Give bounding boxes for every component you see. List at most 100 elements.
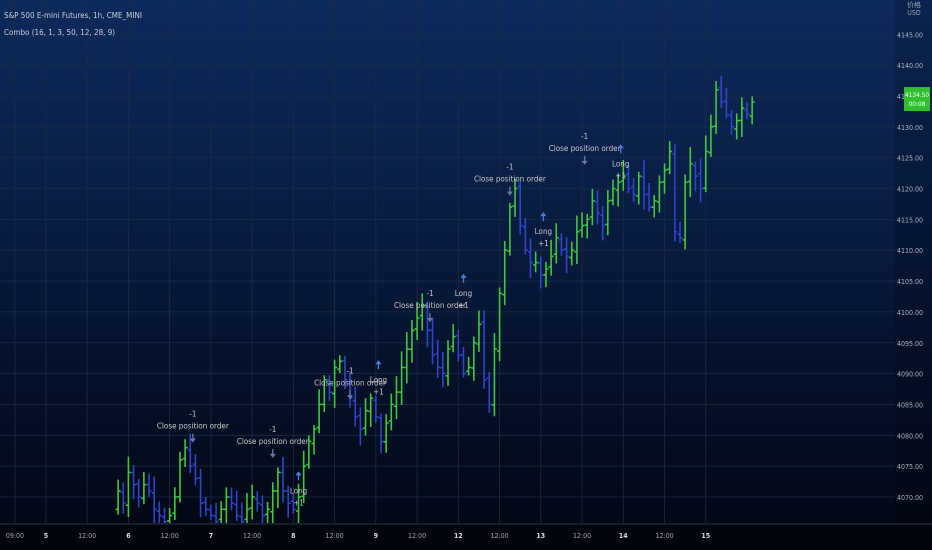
ohlc-bar (167, 507, 173, 523)
price-tick-label: 4145.00 (897, 31, 923, 39)
signal-qty: -1 (189, 409, 196, 418)
ohlc-bar (723, 87, 729, 119)
ohlc-bar (290, 493, 296, 514)
long-entry-signal[interactable]: Long +1 (535, 212, 552, 248)
ohlc-bars (115, 75, 755, 523)
ohlc-bar (455, 329, 461, 362)
ohlc-bar (254, 491, 260, 512)
signal-label: Close position order (394, 301, 466, 310)
signal-arrowhead-icon (617, 144, 624, 149)
time-tick-label: 09:00 (6, 532, 24, 540)
close-position-signal[interactable]: Close position order -1 (394, 289, 466, 323)
ohlc-bar (342, 355, 348, 389)
time-tick-label: 12 (454, 532, 463, 540)
signal-label: Close position order (314, 378, 386, 387)
price-tick-label: 4070.00 (897, 494, 923, 502)
ohlc-bar (656, 175, 662, 213)
indicator-title[interactable]: Combo (16, 1, 3, 50, 12, 28, 9) (4, 28, 115, 37)
ohlc-bar (306, 435, 312, 469)
ohlc-bar (718, 75, 724, 108)
price-tick-label: 4110.00 (897, 247, 923, 255)
ohlc-bar (136, 479, 142, 508)
ohlc-bar (692, 161, 698, 192)
ohlc-bar (357, 407, 363, 446)
ohlc-bar (285, 485, 291, 518)
ohlc-bar (393, 376, 399, 420)
ohlc-bar (280, 456, 286, 503)
ohlc-bar (574, 215, 580, 264)
long-entry-signal[interactable]: Long +1 (455, 273, 472, 310)
long-entry-signal[interactable]: Long +1 (612, 144, 629, 180)
signal-arrowhead-icon (460, 273, 467, 278)
ohlc-bar (662, 163, 668, 194)
close-position-signal[interactable]: Close position order -1 (549, 132, 621, 165)
ohlc-bar (234, 490, 240, 522)
ohlc-bar (177, 451, 183, 503)
ohlc-bar (120, 482, 126, 514)
ohlc-bar (625, 164, 631, 194)
time-tick-label: 12:00 (78, 532, 96, 540)
ohlc-bar (615, 173, 621, 207)
ohlc-bar (713, 81, 719, 134)
close-position-signal[interactable]: Close position order -1 (237, 425, 309, 458)
ohlc-bar (388, 393, 394, 431)
time-tick-label: 9 (374, 532, 378, 540)
ohlc-bar (579, 212, 585, 238)
ohlc-bar (316, 389, 322, 434)
signal-arrowhead-icon (375, 360, 382, 365)
ohlc-bar (517, 181, 523, 235)
ohlc-bar (424, 301, 430, 348)
close-position-signal[interactable]: Close position order -1 (314, 366, 386, 400)
time-axis[interactable]: 09:00 5 12:00 6 12:00 7 12:00 8 12:00 9 12:00 12 12:… (6, 532, 710, 540)
long-entry-signal[interactable]: Long +1 (370, 360, 387, 396)
ohlc-bar (471, 336, 477, 381)
signal-qty: +1 (615, 171, 626, 180)
ohlc-bar (481, 310, 487, 389)
ohlc-bar (533, 251, 539, 273)
ohlc-bar (589, 188, 595, 226)
ohlc-bar (435, 339, 441, 378)
signal-label: Close position order (237, 437, 309, 446)
time-tick-label: 12:00 (326, 532, 344, 540)
signal-label: Long (370, 375, 387, 384)
ohlc-bar (564, 237, 570, 274)
last-price-tag: 4134.50 00:08 (904, 87, 930, 112)
price-tick-label: 4125.00 (897, 155, 923, 163)
signal-qty: +1 (458, 301, 469, 310)
ohlc-bar (739, 97, 745, 137)
ohlc-bar (156, 501, 162, 523)
ohlc-bar (125, 456, 131, 517)
ohlc-bar (218, 501, 224, 523)
time-axis-panel (0, 524, 932, 550)
signal-arrowhead-icon (269, 453, 276, 458)
close-position-signal[interactable]: Close position order -1 (157, 409, 229, 443)
price-tick-label: 4095.00 (897, 340, 923, 348)
signal-qty: +1 (293, 498, 304, 507)
time-tick-label: 12:00 (655, 532, 673, 540)
long-entry-signal[interactable]: Long +1 (290, 471, 307, 507)
ohlc-bar (182, 439, 188, 468)
ohlc-bar (543, 261, 549, 288)
ohlc-bar (419, 293, 425, 331)
ohlc-bar (672, 143, 678, 242)
currency-label: USD (907, 9, 921, 17)
ohlc-bar (646, 183, 652, 212)
ohlc-bar (698, 158, 704, 203)
ohlc-bar (141, 471, 147, 505)
signal-label: Long (612, 159, 629, 168)
price-tick-label: 4140.00 (897, 62, 923, 70)
ohlc-bar (553, 223, 559, 264)
ohlc-bar (558, 233, 564, 256)
ohlc-bar (703, 135, 709, 193)
signal-qty: +1 (373, 387, 384, 396)
price-tick-label: 4090.00 (897, 371, 923, 379)
price-axis[interactable]: 4145.004140.004135.004130.004125.004120.… (897, 31, 923, 502)
close-position-signal[interactable]: Close position order -1 (474, 163, 546, 196)
signal-arrowhead-icon (581, 160, 588, 165)
signal-label: Long (455, 289, 472, 298)
ohlc-bar (528, 238, 533, 278)
ohlc-bar (208, 504, 214, 520)
time-tick-label: 12:00 (243, 532, 261, 540)
